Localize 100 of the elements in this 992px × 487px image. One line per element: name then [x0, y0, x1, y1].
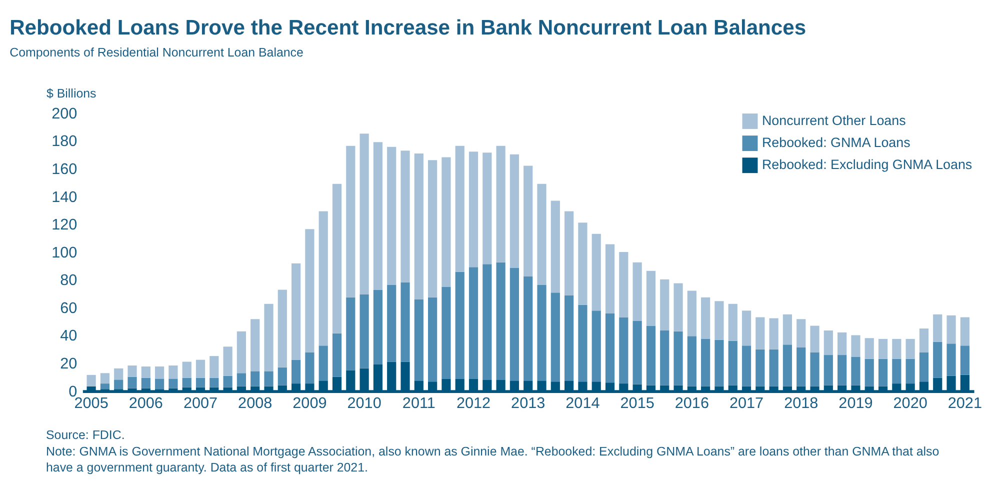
x-tick-label: 2020: [893, 394, 928, 412]
bar: [250, 371, 260, 386]
bar: [236, 331, 246, 374]
x-tick-label: 2021: [948, 394, 982, 412]
bar: [660, 330, 670, 386]
bar: [714, 340, 724, 386]
bar: [960, 346, 970, 375]
x-tick-label: 2012: [456, 394, 491, 412]
bar: [851, 357, 860, 386]
x-tick-label: 2018: [784, 394, 818, 412]
bar: [674, 283, 683, 332]
bar: [400, 282, 410, 362]
bar: [824, 330, 833, 356]
y-tick-label: 60: [60, 300, 78, 317]
bar: [305, 229, 314, 352]
y-axis-title: $ Billions: [46, 86, 96, 100]
bar: [196, 360, 206, 378]
bar: [714, 301, 724, 340]
bar: [892, 338, 902, 359]
bar: [292, 360, 301, 384]
bar: [346, 297, 356, 370]
bar: [550, 292, 560, 382]
x-tick-label: 2009: [292, 394, 327, 412]
bar: [701, 338, 710, 386]
bar: [946, 344, 956, 376]
bar: [960, 317, 970, 346]
x-tick-label: 2014: [566, 394, 600, 412]
bar: [646, 270, 656, 326]
bar: [428, 160, 438, 298]
bar: [537, 184, 546, 286]
bar: [114, 380, 124, 390]
y-tick-label: 140: [52, 188, 78, 206]
text: Note: GNMA is Government National Mortgage Association, also known as Ginnie Mae. “Rebooked: Excluding GNMA Loans” are loans other than GNMA that also have a government guaranty. Data as of first quarter 2021.: [46, 444, 940, 475]
bar: [114, 368, 124, 380]
legend-label: Rebooked: Excluding GNMA Loans: [762, 157, 972, 172]
bar: [223, 346, 232, 376]
bar: [168, 365, 178, 379]
bar: [278, 367, 287, 386]
bar: [455, 272, 464, 379]
bar: [864, 338, 874, 359]
x-tick-label: 2016: [674, 394, 709, 412]
bar: [182, 378, 192, 388]
bar: [919, 352, 929, 382]
bar: [578, 222, 588, 305]
bar: [687, 290, 696, 336]
x-tick-label: 2019: [838, 394, 873, 412]
x-tick-label: 2011: [402, 394, 436, 412]
bar: [332, 184, 342, 334]
y-tick-label: 20: [60, 356, 78, 373]
bar: [210, 356, 219, 378]
bar: [128, 376, 137, 388]
bar: [851, 335, 860, 358]
bar: [810, 326, 820, 352]
bar: [305, 352, 314, 384]
bar: [442, 286, 451, 379]
bar: [605, 314, 615, 383]
bar: [155, 366, 164, 379]
bar: [400, 150, 410, 282]
bar: [236, 373, 246, 386]
bar: [482, 264, 492, 380]
bar: [756, 317, 765, 350]
bar: [838, 332, 847, 356]
bar: [86, 374, 96, 386]
bar: [878, 358, 888, 386]
bar: [250, 319, 260, 372]
y-tick-label: 160: [52, 160, 78, 178]
bar: [468, 267, 478, 379]
bar: [482, 152, 492, 264]
bar: [196, 378, 206, 388]
bar: [632, 321, 642, 384]
bar: [373, 290, 383, 365]
bar: [442, 157, 451, 287]
bar: [810, 352, 820, 386]
bar: [210, 378, 219, 388]
bar: [100, 384, 110, 390]
x-tick-label: 2006: [128, 394, 163, 412]
bar: [605, 244, 615, 314]
bar: [100, 373, 110, 384]
y-tick-label: 120: [52, 216, 78, 234]
chart-title: Rebooked Loans Drove the Recent Increase in Bank Noncurrent Loan Balances: [10, 16, 806, 40]
bar: [168, 378, 178, 388]
bar: [687, 336, 696, 386]
bar: [756, 349, 765, 386]
bar: [223, 376, 232, 388]
bar: [128, 365, 137, 377]
bar: [906, 358, 915, 384]
bar: [742, 346, 752, 386]
bar: [496, 262, 506, 380]
bar: [619, 252, 628, 318]
bar: [264, 371, 274, 386]
bar: [728, 304, 738, 341]
bar: [387, 146, 396, 286]
bar: [318, 211, 328, 346]
bar: [878, 338, 888, 359]
bar: [933, 314, 942, 342]
bar: [632, 262, 642, 322]
bar: [646, 326, 656, 386]
bar: [373, 142, 383, 290]
y-tick-label: 80: [60, 272, 78, 290]
bar: [292, 263, 301, 360]
